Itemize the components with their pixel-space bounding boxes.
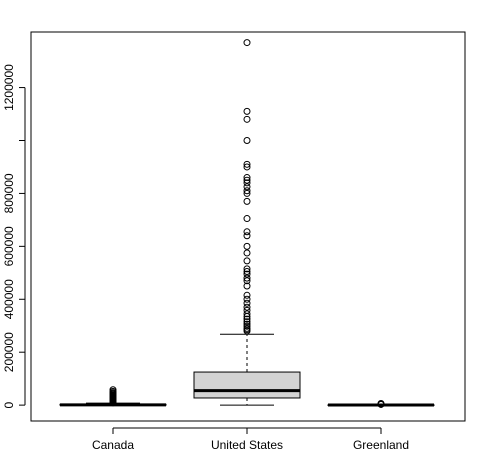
y-tick-label: 200000 [2,332,16,372]
y-tick-label: 800000 [2,173,16,213]
outlier-point [243,183,251,191]
outlier-point [243,215,251,223]
outlier-point [243,249,251,257]
x-tick-label: Canada [92,438,134,452]
box-united-states [193,39,301,406]
outlier-point [243,176,251,184]
x-axis: Canada United States Greenland [92,427,409,452]
y-tick-label: 1200000 [2,64,16,111]
outlier-point [243,267,251,275]
outlier-point [243,187,251,195]
y-tick-label: 600000 [2,226,16,266]
outlier-point [243,324,251,332]
outlier-point [243,136,251,144]
outlier-point [243,315,251,323]
plot-frame [30,31,466,422]
outlier-point [243,270,251,278]
outlier-point [243,299,251,307]
outlier-point [243,174,251,182]
box-canada [59,386,167,407]
outlier-point [243,163,251,171]
outlier-point [243,295,251,303]
outlier-point [243,228,251,236]
boxes-group [59,39,435,408]
outlier-point [243,197,251,205]
outlier-point [243,322,251,330]
outlier-point [243,303,251,311]
y-axis: 0 200000 400000 600000 800000 1200000 [2,64,26,408]
outlier-point [243,189,251,197]
y-tick-label: 0 [2,401,16,408]
outlier-point [243,160,251,168]
outlier-point [243,107,251,115]
outlier-point [377,400,385,408]
outlier-point [243,318,251,326]
outlier-point [243,274,251,282]
outlier-point [243,291,251,299]
x-tick-label: Greenland [353,438,409,452]
outlier-point [243,242,251,250]
outlier-point [243,257,251,265]
outlier-point [243,320,251,328]
outlier-point [243,310,251,318]
x-tick-label: United States [211,438,283,452]
outlier-point [243,277,251,285]
outlier-point [243,179,251,187]
outlier-point [243,115,251,123]
outlier-point [243,232,251,240]
box-greenland [327,400,435,408]
outlier-point [243,282,251,290]
outlier-point [109,386,117,394]
outlier-point [243,306,251,314]
iqr-box [193,371,301,399]
outlier-point [243,39,251,47]
y-tick-label: 400000 [2,279,16,319]
outlier-point [243,265,251,273]
